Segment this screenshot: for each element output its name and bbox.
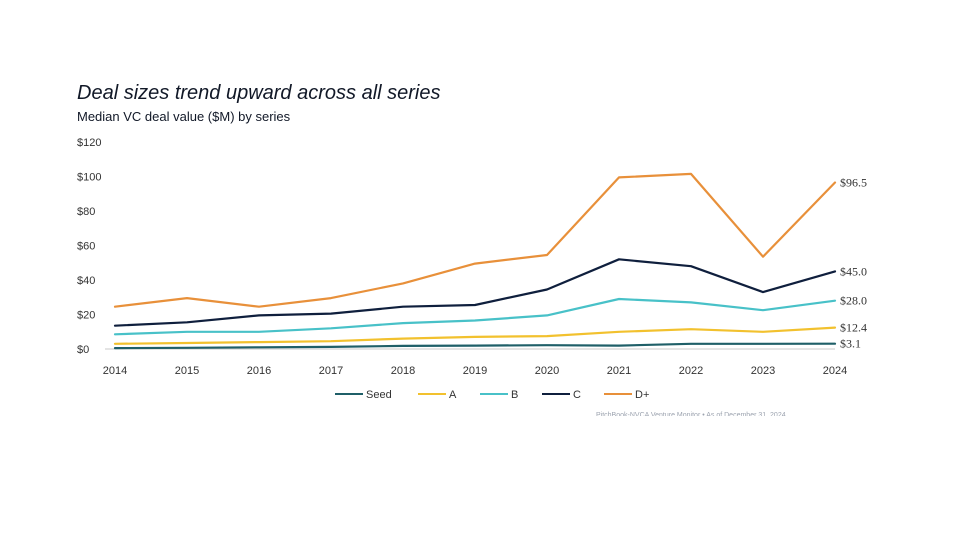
- end-label-a: $12.4: [840, 321, 867, 335]
- x-tick-label: 2020: [535, 365, 559, 377]
- x-tick-label: 2017: [319, 365, 343, 377]
- legend-label: A: [449, 389, 457, 401]
- y-tick-label: $0: [77, 344, 89, 356]
- end-label-dplus: $96.5: [840, 176, 867, 190]
- legend-label: B: [511, 389, 518, 401]
- series-line-c: [113, 258, 837, 327]
- x-tick-label: 2024: [823, 365, 847, 377]
- source-note: PitchBook-NVCA Venture Monitor • As of D…: [596, 412, 786, 416]
- x-tick-label: 2019: [463, 365, 487, 377]
- legend: Seed A B C D+: [335, 389, 649, 401]
- x-tick-label: 2016: [247, 365, 271, 377]
- x-tick-label: 2023: [751, 365, 775, 377]
- x-axis: 2014 2015 2016 2017 2018 2019 2020 2021 2022 2023…: [103, 348, 847, 377]
- series-line-a: [113, 326, 837, 345]
- y-tick-label: $80: [77, 206, 95, 218]
- y-tick-label: $60: [77, 241, 95, 253]
- y-tick-label: $40: [77, 275, 95, 287]
- chart-title: Deal sizes trend upward across all serie…: [77, 82, 441, 104]
- end-label-b: $28.0: [840, 294, 867, 308]
- series-line-dplus: [113, 172, 837, 308]
- y-axis: $0 $20 $40 $60 $80 $100 $120: [77, 137, 101, 356]
- legend-label: C: [573, 389, 581, 401]
- end-label-c: $45.0: [840, 264, 867, 278]
- series-lines: [113, 172, 837, 350]
- x-tick-label: 2018: [391, 365, 415, 377]
- end-label-seed: $3.1: [840, 337, 861, 351]
- legend-label: D+: [635, 389, 649, 401]
- x-tick-label: 2021: [607, 365, 631, 377]
- legend-label: Seed: [366, 389, 392, 401]
- y-tick-label: $100: [77, 172, 101, 184]
- y-tick-label: $120: [77, 137, 101, 149]
- x-tick-label: 2015: [175, 365, 199, 377]
- chart-subtitle: Median VC deal value ($M) by series: [77, 109, 291, 124]
- end-labels: $3.1 $12.4 $28.0 $45.0 $96.5: [840, 176, 867, 351]
- x-tick-label: 2022: [679, 365, 703, 377]
- series-line-seed: [113, 342, 837, 350]
- x-tick-label: 2014: [103, 365, 127, 377]
- series-line-b: [113, 297, 837, 336]
- y-tick-label: $20: [77, 310, 95, 322]
